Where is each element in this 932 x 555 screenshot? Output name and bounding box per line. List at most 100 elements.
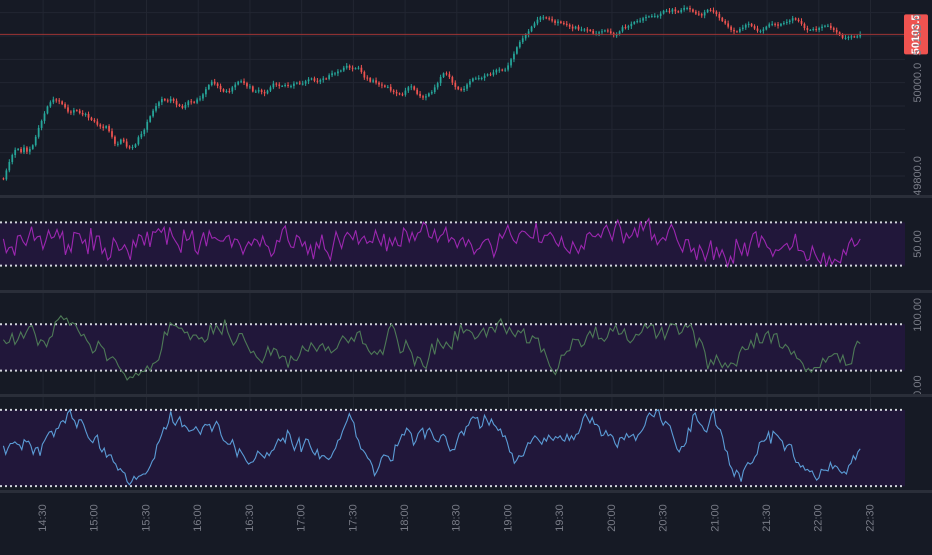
candle-body (366, 77, 369, 79)
candle-body (571, 26, 574, 29)
candle-body (562, 22, 565, 24)
candle-body (510, 59, 512, 66)
osc1-tick-label: 50.00 (912, 230, 924, 258)
candle-body (72, 110, 75, 113)
candle-body (633, 22, 636, 24)
candle-body (428, 93, 430, 97)
candle-body (642, 18, 644, 21)
candle-body (777, 24, 779, 26)
candle-body (263, 92, 266, 94)
x-tick-label: 21:00 (709, 504, 721, 532)
candle-body (601, 31, 603, 33)
candle-body (251, 86, 254, 92)
candle-body (683, 8, 686, 10)
x-tick-label: 22:00 (813, 504, 825, 532)
candle-body (228, 91, 231, 93)
candle-body (765, 26, 768, 30)
oscillator-1-line (2, 217, 861, 269)
candle-body (254, 91, 257, 93)
candle-body (665, 10, 668, 12)
candle-body (697, 13, 700, 15)
candle-body (102, 126, 105, 128)
candle-body (568, 24, 571, 27)
candle-body (604, 30, 606, 32)
candle-body (5, 170, 8, 180)
candle-body (372, 80, 375, 82)
candle-body (163, 99, 166, 101)
candle-body (689, 8, 691, 10)
candle-body (243, 81, 245, 84)
candle-body (190, 101, 193, 103)
candle-body (694, 11, 697, 14)
candle-body (521, 38, 524, 43)
candle-body (161, 99, 163, 103)
candle-body (328, 75, 331, 79)
candle-body (686, 8, 688, 9)
candle-body (489, 74, 492, 76)
candle-body (677, 11, 680, 13)
candle-body (771, 23, 774, 25)
candle-body (90, 117, 93, 120)
candle-body (345, 65, 348, 68)
candle-body (2, 178, 5, 180)
x-tick-label: 17:30 (347, 504, 359, 532)
candle-body (37, 127, 40, 137)
oscillator-2-line (2, 314, 861, 381)
candle-body (442, 73, 445, 78)
candle-body (75, 110, 78, 112)
candle-body (668, 10, 671, 12)
candle-body (627, 26, 630, 28)
x-tick-label: 18:30 (451, 504, 463, 532)
candle-body (821, 26, 823, 29)
candle-body (460, 89, 463, 91)
candle-body (457, 86, 460, 90)
candle-body (354, 68, 357, 70)
candle-body (583, 29, 586, 31)
candle-body (11, 155, 14, 162)
candle-body (337, 71, 339, 74)
candle-body (466, 84, 468, 89)
candle-body (712, 10, 715, 12)
candle-body (797, 19, 800, 22)
candle-body (149, 116, 152, 122)
candle-body (383, 85, 386, 87)
candle-body (213, 81, 216, 84)
candle-body (84, 113, 87, 115)
candle-body (122, 139, 125, 142)
candle-body (199, 98, 201, 100)
candle-body (785, 22, 788, 23)
candle-body (181, 106, 184, 108)
candle-body (495, 70, 498, 73)
candle-body (788, 20, 791, 22)
candle-body (430, 92, 433, 94)
candle-body (219, 85, 222, 90)
series-layer (2, 217, 861, 486)
candle-body (272, 83, 275, 88)
candle-body (536, 19, 539, 24)
candle-body (319, 79, 322, 82)
candle-body (548, 18, 551, 20)
candle-body (240, 81, 242, 83)
x-tick-label: 21:30 (761, 504, 773, 532)
candle-body (422, 96, 424, 98)
candle-body (202, 94, 204, 99)
candle-body (472, 78, 474, 82)
candle-body (128, 146, 131, 148)
candle-body (260, 90, 263, 92)
last-price-label: 50103.5 (910, 14, 922, 54)
candle-body (648, 16, 650, 18)
candle-body (169, 99, 172, 102)
candle-body (389, 86, 392, 91)
candle-body (55, 99, 58, 101)
candle-body (835, 29, 838, 33)
pane-separator (0, 490, 932, 493)
candle-body (249, 86, 251, 88)
x-tick-label: 22:30 (864, 504, 876, 532)
candle-body (750, 23, 753, 27)
x-tick-label: 17:00 (296, 504, 308, 532)
candle-body (108, 126, 110, 132)
candle-body (621, 27, 624, 32)
candle-body (439, 77, 442, 84)
candle-body (483, 75, 486, 78)
candle-body (554, 20, 556, 23)
